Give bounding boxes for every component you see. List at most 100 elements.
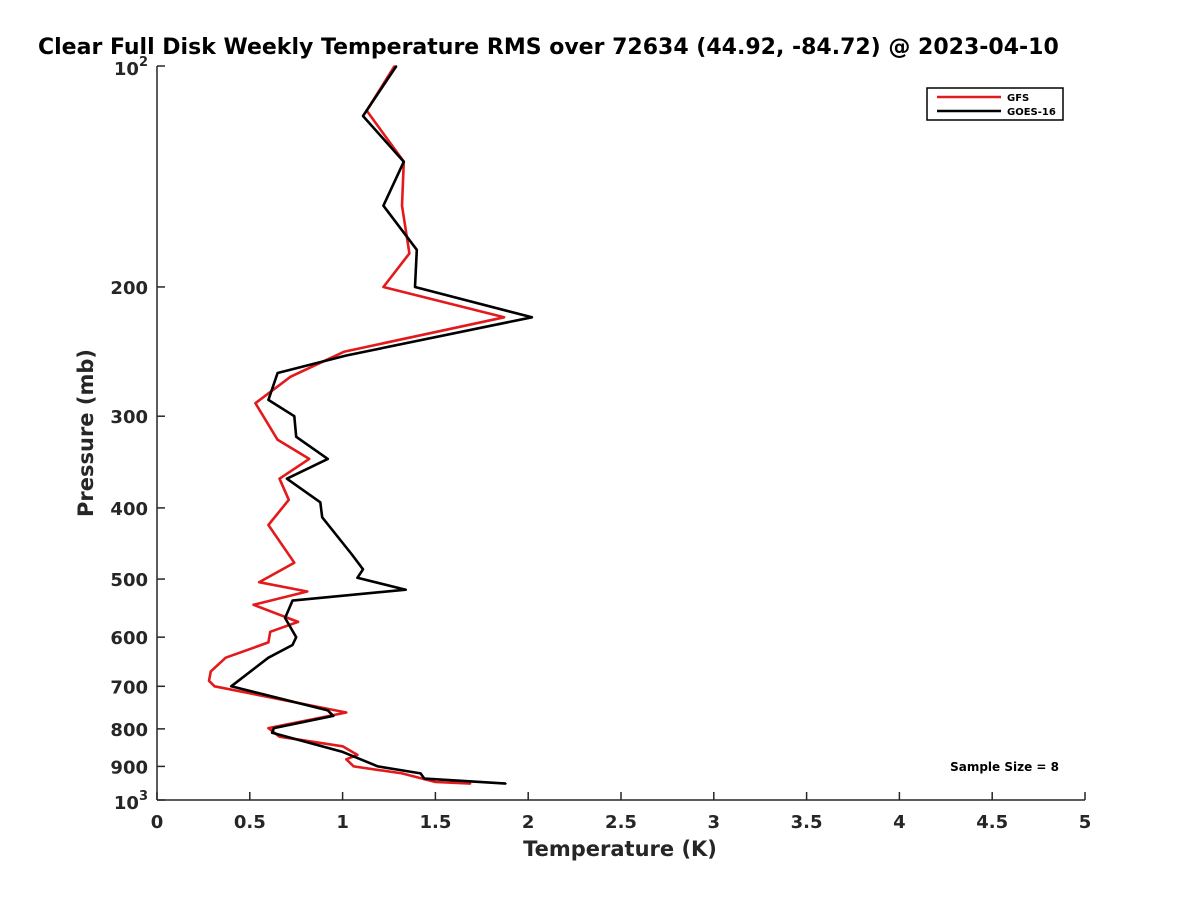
legend-label-gfs: GFS <box>1007 93 1029 104</box>
legend: GFS GOES-16 <box>926 87 1064 121</box>
plot-area: 0 0.5 1 1.5 2 2.5 3 3.5 4 4.5 5 200 300 400 500 600 700 8… <box>110 55 1091 833</box>
sample-size-annotation: Sample Size = 8 <box>950 760 1059 774</box>
data-point-goes-16 <box>332 715 335 717</box>
data-point-gfs <box>306 590 309 593</box>
data-point-gfs <box>287 499 290 501</box>
data-point-goes-16 <box>377 765 379 768</box>
data-point-gfs <box>254 402 257 404</box>
data-point-goes-16 <box>271 732 273 734</box>
data-point-gfs <box>382 286 385 288</box>
y-tick-label-power: 102 <box>114 55 148 80</box>
data-point-goes-16 <box>295 435 298 438</box>
data-point-goes-16 <box>505 782 507 785</box>
data-point-gfs <box>401 204 403 207</box>
data-point-goes-16 <box>319 501 322 504</box>
x-tick-label: 4.5 <box>976 812 1008 833</box>
data-point-gfs <box>289 375 292 378</box>
data-point-gfs <box>252 603 255 606</box>
data-point-goes-16 <box>419 772 422 775</box>
data-point-gfs <box>210 670 212 673</box>
data-point-goes-16 <box>341 751 344 753</box>
data-point-goes-16 <box>403 160 405 163</box>
data-point-goes-16 <box>356 576 359 579</box>
data-point-goes-16 <box>286 477 288 480</box>
data-point-gfs <box>267 524 270 526</box>
data-point-goes-16 <box>351 553 353 556</box>
data-point-goes-16 <box>423 777 426 780</box>
x-tick-label: 0 <box>151 812 164 833</box>
data-point-goes-16 <box>276 372 279 374</box>
data-point-gfs <box>267 641 270 644</box>
data-point-goes-16 <box>284 617 286 619</box>
data-point-goes-16 <box>267 656 270 659</box>
data-point-goes-16 <box>291 644 294 646</box>
data-point-gfs <box>434 781 437 783</box>
y-tick-label: 500 <box>110 570 148 591</box>
data-point-gfs <box>345 758 348 761</box>
data-point-goes-16 <box>326 709 329 712</box>
data-point-gfs <box>278 735 281 738</box>
y-tick-label: 300 <box>110 407 148 428</box>
x-tick-label: 2 <box>522 812 535 833</box>
x-tick-label: 1 <box>336 812 349 833</box>
legend-box <box>926 87 1064 121</box>
data-point-gfs <box>224 656 227 659</box>
data-point-goes-16 <box>295 636 298 638</box>
data-point-goes-16 <box>326 458 329 460</box>
data-point-gfs <box>276 438 279 441</box>
y-tick-label: 400 <box>110 499 148 520</box>
y-tick-label-power: 103 <box>114 789 148 814</box>
data-point-goes-16 <box>293 415 296 418</box>
data-point-gfs <box>278 477 281 480</box>
data-point-goes-16 <box>362 568 364 571</box>
data-point-gfs <box>401 772 403 775</box>
y-axis-title: Pressure (mb) <box>74 349 98 517</box>
y-tick-label: 900 <box>110 757 148 778</box>
data-point-gfs <box>341 745 344 748</box>
x-tick-label: 5 <box>1079 812 1092 833</box>
x-tick-label: 3 <box>708 812 721 833</box>
data-point-gfs <box>343 350 346 353</box>
data-point-goes-16 <box>531 316 533 319</box>
data-point-gfs <box>503 316 505 319</box>
data-point-gfs <box>258 581 260 584</box>
data-point-gfs <box>267 727 270 729</box>
data-point-goes-16 <box>267 399 270 401</box>
y-tick-label: 200 <box>110 278 148 299</box>
data-point-gfs <box>345 711 348 714</box>
data-point-gfs <box>297 621 299 623</box>
x-tick-label: 3.5 <box>791 812 823 833</box>
data-point-goes-16 <box>345 354 348 357</box>
data-point-goes-16 <box>382 204 385 207</box>
series-line-gfs <box>207 65 506 785</box>
data-point-gfs <box>469 782 472 785</box>
data-point-gfs <box>408 252 411 255</box>
x-tick-label: 2.5 <box>605 812 637 833</box>
x-axis-title: Temperature (K) <box>523 837 717 861</box>
chart-title: Clear Full Disk Weekly Temperature RMS o… <box>38 35 1059 60</box>
data-point-goes-16 <box>404 588 407 591</box>
data-point-goes-16 <box>416 249 418 251</box>
data-point-goes-16 <box>395 65 398 67</box>
y-tick-label: 700 <box>110 677 148 698</box>
data-point-gfs <box>308 458 310 460</box>
data-point-goes-16 <box>273 727 275 729</box>
data-point-gfs <box>213 685 216 688</box>
data-point-goes-16 <box>321 516 323 519</box>
x-tick-label: 1.5 <box>419 812 451 833</box>
data-point-goes-16 <box>362 115 364 117</box>
y-tick-label: 600 <box>110 628 148 649</box>
data-point-gfs <box>269 631 272 633</box>
data-point-goes-16 <box>230 685 233 688</box>
data-point-goes-16 <box>414 286 416 288</box>
data-point-gfs <box>208 679 210 682</box>
data-point-gfs <box>356 754 359 756</box>
legend-label-goes-16: GOES-16 <box>1007 107 1056 118</box>
x-tick-label: 0.5 <box>234 812 266 833</box>
data-point-gfs <box>352 765 355 768</box>
y-tick-label: 800 <box>110 720 148 741</box>
data-point-gfs <box>293 561 296 564</box>
x-tick-label: 4 <box>893 812 906 833</box>
